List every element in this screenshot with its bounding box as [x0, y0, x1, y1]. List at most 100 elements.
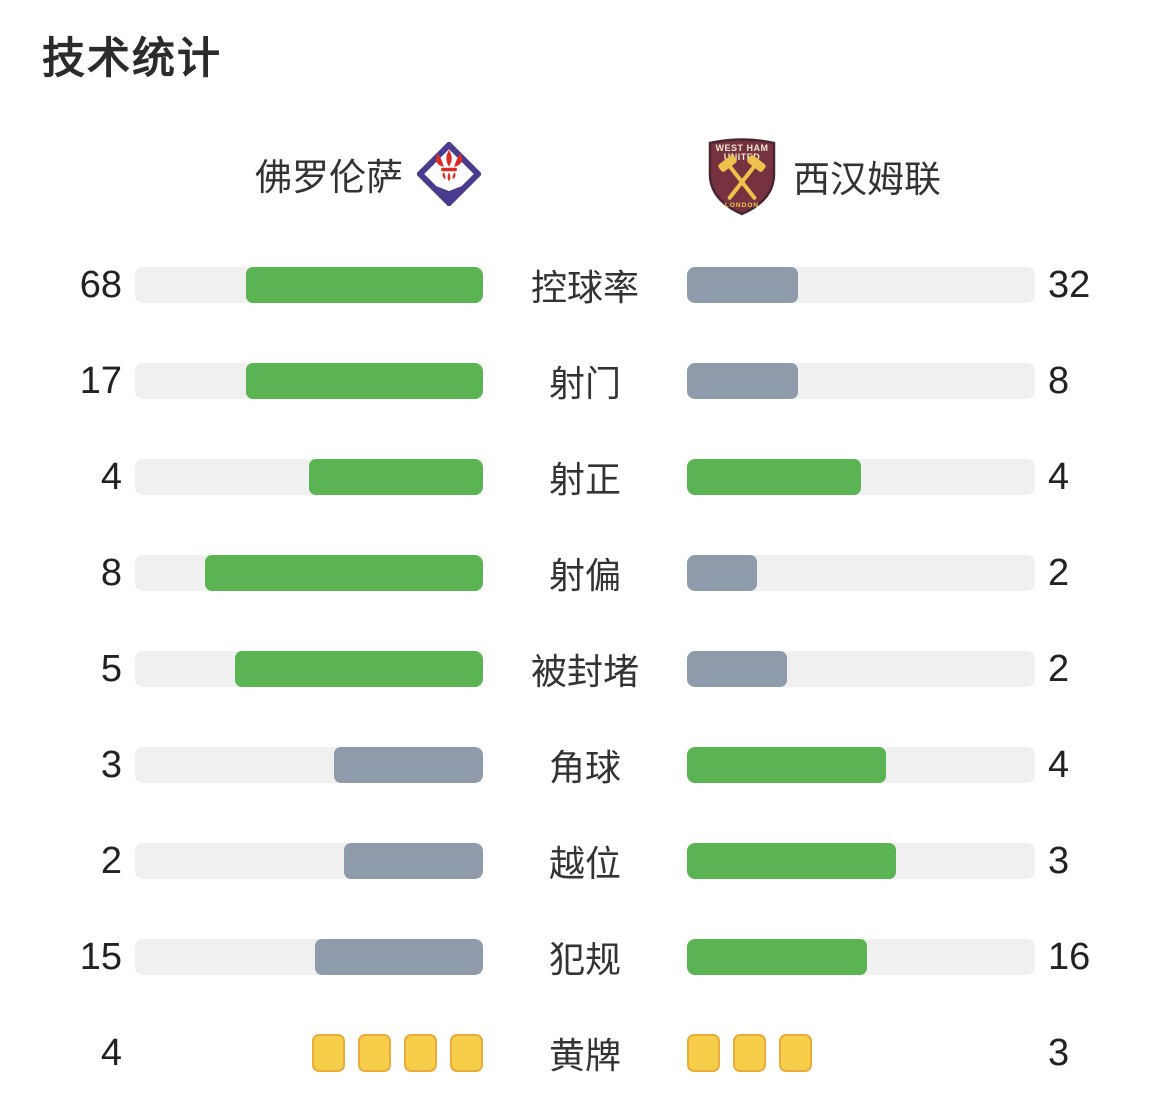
yellow-card-icon [312, 1034, 345, 1072]
crest-text-london: LONDON [725, 202, 759, 209]
away-value: 8 [1048, 360, 1070, 402]
away-bar-cell [687, 459, 1035, 495]
yellow-card-icon [404, 1034, 437, 1072]
home-bar-fill [314, 939, 483, 975]
stat-label: 控球率 [530, 267, 639, 308]
home-bar-cell [135, 651, 483, 687]
away-bar-track [687, 651, 1035, 687]
stat-row: 17 射门 8 [0, 333, 1170, 429]
away-bar-fill [687, 843, 896, 879]
stat-row: 8 射偏 2 [0, 525, 1170, 621]
home-value: 8 [100, 552, 122, 594]
away-bar-fill [687, 555, 757, 591]
stat-label: 射门 [548, 363, 621, 404]
fiorentina-crest-icon [417, 142, 481, 206]
home-bar-track [135, 267, 483, 303]
home-bar-track [135, 651, 483, 687]
west-ham-crest-icon: WEST HAM UNITED LONDON [708, 138, 776, 216]
home-bar-cell [135, 747, 483, 783]
away-bar-track [687, 747, 1035, 783]
home-value: 2 [100, 840, 122, 882]
away-yellow-cards [687, 1034, 1035, 1072]
away-bar-fill [687, 267, 799, 303]
stat-row: 15 犯规 16 [0, 909, 1170, 1005]
away-bar-track [687, 459, 1035, 495]
home-bar-fill [204, 555, 483, 591]
stat-row: 4 射正 4 [0, 429, 1170, 525]
away-bar-cell [687, 939, 1035, 975]
away-value: 16 [1048, 936, 1091, 978]
home-bar-cell [135, 363, 483, 399]
yellow-card-icon [779, 1034, 812, 1072]
home-bar-fill [309, 459, 483, 495]
away-bar-fill [687, 939, 867, 975]
stat-row: 3 角球 4 [0, 717, 1170, 813]
away-team-name: 西汉姆联 [793, 159, 941, 200]
home-value: 68 [79, 264, 122, 306]
yellow-card-icon [450, 1034, 483, 1072]
stat-row: 68 控球率 32 [0, 237, 1170, 333]
home-bar-cell [135, 555, 483, 591]
stat-label: 犯规 [548, 939, 621, 980]
away-bar-fill [687, 363, 799, 399]
home-bar-cell [135, 459, 483, 495]
home-bar-track [135, 555, 483, 591]
home-bar-fill [234, 651, 483, 687]
home-bar-cell [135, 843, 483, 879]
away-value: 4 [1048, 456, 1070, 498]
home-bar-fill [343, 843, 483, 879]
home-value: 4 [100, 456, 122, 498]
home-value: 5 [100, 648, 122, 690]
away-bar-fill [687, 651, 787, 687]
yellow-card-icon [687, 1034, 720, 1072]
home-yellow-cards [135, 1034, 483, 1072]
crest-text-westham: WEST HAM [716, 143, 769, 153]
away-bar-track [687, 939, 1035, 975]
away-value: 2 [1048, 648, 1070, 690]
away-bar-track [687, 363, 1035, 399]
home-bar-track [135, 747, 483, 783]
home-bar-cell [135, 939, 483, 975]
home-bar-fill [246, 363, 483, 399]
stat-label: 越位 [548, 843, 621, 884]
page-title: 技术统计 [42, 35, 222, 83]
away-bar-cell [687, 843, 1035, 879]
away-bar-cell [687, 555, 1035, 591]
home-value: 15 [79, 936, 122, 978]
stat-label: 射正 [548, 459, 621, 500]
away-value: 32 [1048, 264, 1091, 306]
away-bar-track [687, 555, 1035, 591]
home-bar-track [135, 939, 483, 975]
away-value: 4 [1048, 744, 1070, 786]
crossed-hammers-icon [718, 155, 766, 200]
stat-row: 5 被封堵 2 [0, 621, 1170, 717]
home-bar-cell [135, 1034, 483, 1072]
home-bar-fill [246, 267, 483, 303]
home-team-header: 佛罗伦萨 [255, 142, 481, 206]
stat-label: 射偏 [548, 555, 621, 596]
yellow-card-icon [733, 1034, 766, 1072]
stat-row: 2 越位 3 [0, 813, 1170, 909]
home-bar-track [135, 459, 483, 495]
away-bar-fill [687, 459, 861, 495]
away-value: 3 [1048, 840, 1070, 882]
away-value: 3 [1048, 1032, 1070, 1074]
crest-text-united: UNITED [724, 152, 761, 162]
home-team-name: 佛罗伦萨 [255, 157, 403, 198]
away-bar-track [687, 843, 1035, 879]
stat-label: 黄牌 [548, 1035, 621, 1076]
away-bar-cell [687, 1034, 1035, 1072]
home-bar-track [135, 843, 483, 879]
stat-label: 角球 [548, 747, 621, 788]
away-value: 2 [1048, 552, 1070, 594]
away-bar-cell [687, 651, 1035, 687]
away-team-header: WEST HAM UNITED LONDON 西汉姆联 [705, 134, 941, 218]
home-value: 4 [100, 1032, 122, 1074]
home-bar-track [135, 363, 483, 399]
away-bar-cell [687, 363, 1035, 399]
stat-label: 被封堵 [530, 651, 639, 692]
away-bar-fill [687, 747, 886, 783]
away-bar-cell [687, 747, 1035, 783]
away-bar-track [687, 267, 1035, 303]
